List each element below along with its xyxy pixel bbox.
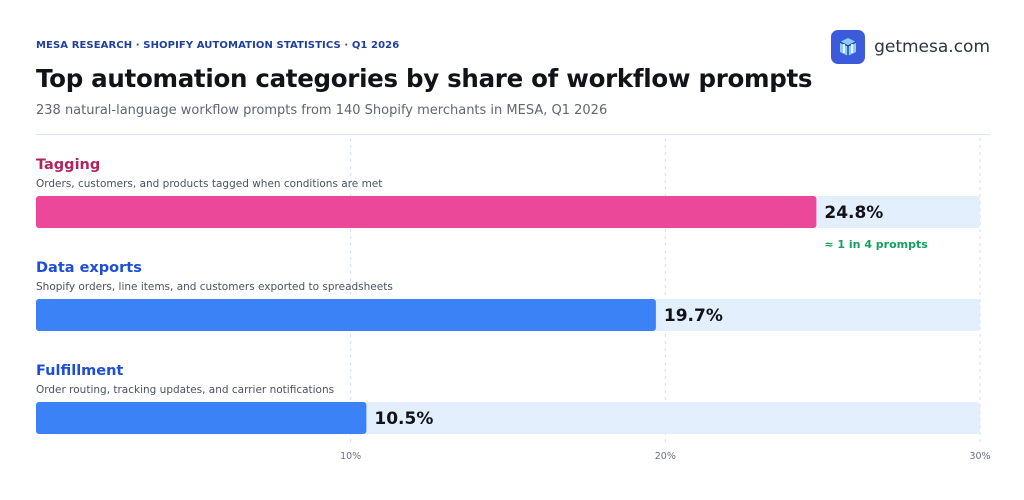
value-label: 10.5% [374, 409, 433, 429]
bar-fulfillment [36, 402, 367, 434]
value-label: 24.8% [824, 203, 883, 223]
x-tick-label: 10% [340, 451, 361, 462]
value-label: 19.7% [664, 306, 723, 326]
brand-link[interactable]: getmesa.com [874, 37, 990, 57]
category-label: Fulfillment [36, 363, 123, 379]
brand[interactable]: getmesa.com [831, 30, 990, 64]
mesa-logo-icon [831, 30, 866, 64]
bar-data-exports [36, 299, 656, 331]
annotation-label: ≈ 1 in 4 prompts [824, 238, 928, 251]
category-description: Order routing, tracking updates, and car… [36, 384, 334, 396]
category-label: Data exports [36, 260, 142, 276]
bar-tagging [36, 196, 817, 228]
x-tick-label: 30% [969, 451, 990, 462]
x-tick-label: 20% [655, 451, 676, 462]
category-label: Tagging [36, 157, 100, 173]
eyebrow-label: MESA RESEARCH · SHOPIFY AUTOMATION STATI… [36, 40, 400, 51]
header-divider [36, 134, 990, 135]
chart-title: Top automation categories by share of wo… [36, 64, 813, 93]
chart-subtitle: 238 natural-language workflow prompts fr… [36, 103, 608, 118]
category-description: Orders, customers, and products tagged w… [36, 178, 382, 190]
category-description: Shopify orders, line items, and customer… [36, 281, 393, 293]
